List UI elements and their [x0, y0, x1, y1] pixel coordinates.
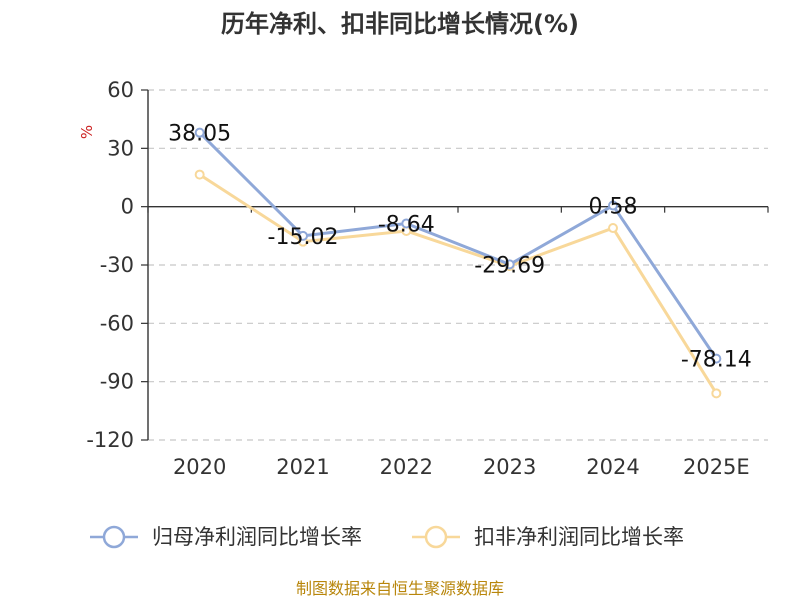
data-point: [298, 230, 308, 241]
data-point: [194, 169, 205, 180]
data-point: [711, 388, 722, 399]
grid: [148, 89, 768, 441]
x-tick-label: 2024: [586, 455, 639, 479]
data-label: -8.64: [378, 212, 435, 237]
y-tick-label: 30: [107, 136, 134, 160]
y-tick-label: -30: [100, 253, 134, 277]
data-point: [608, 223, 618, 234]
data-label: -78.14: [681, 348, 752, 373]
data-label: 38.05: [168, 122, 231, 147]
x-tick-label: 2021: [276, 455, 329, 479]
data-point: [194, 127, 205, 138]
x-ticks: 2020 2021 2022 2023 2024 2025E: [173, 455, 750, 479]
series-line: [198, 173, 718, 395]
y-tick-label: 60: [107, 78, 134, 102]
x-tick-label: 2025E: [683, 455, 750, 479]
legend-label: 归母净利润同比增长率: [152, 525, 362, 549]
data-point: [608, 200, 618, 211]
legend-item[interactable]: 扣非净利润同比增长率: [412, 525, 684, 549]
legend-marker-icon: [102, 525, 126, 549]
series: [194, 127, 722, 399]
y-tick-label: 0: [121, 195, 134, 219]
y-axis-label: %: [78, 125, 96, 139]
series-line: [198, 131, 718, 360]
data-point: [401, 218, 412, 229]
legend-item[interactable]: 归母净利润同比增长率: [90, 525, 362, 549]
data-labels: 38.05 -15.02 -8.64 -29.69 0.58 -78.14: [168, 122, 752, 373]
y-tick-label: -120: [86, 428, 134, 452]
y-tick-label: -90: [100, 370, 134, 394]
chart-title: 历年净利、扣非同比增长情况(%): [221, 10, 579, 38]
data-label: -29.69: [474, 253, 545, 278]
data-point: [711, 353, 722, 364]
source-note: 制图数据来自恒生聚源数据库: [296, 579, 504, 598]
x-tick-label: 2022: [380, 455, 433, 479]
data-label: -15.02: [268, 225, 339, 250]
data-point: [504, 259, 515, 270]
legend-label: 扣非净利润同比增长率: [474, 525, 684, 549]
legend[interactable]: 归母净利润同比增长率 扣非净利润同比增长率: [90, 525, 684, 549]
x-tick-label: 2020: [173, 455, 226, 479]
data-label: 0.58: [589, 195, 638, 220]
x-tick-label: 2023: [483, 455, 536, 479]
y-ticks: 60 30 0 -30 -60 -90 -120: [86, 78, 134, 452]
y-tick-label: -60: [100, 311, 134, 335]
axes: [141, 89, 769, 441]
legend-marker-icon: [424, 525, 448, 549]
